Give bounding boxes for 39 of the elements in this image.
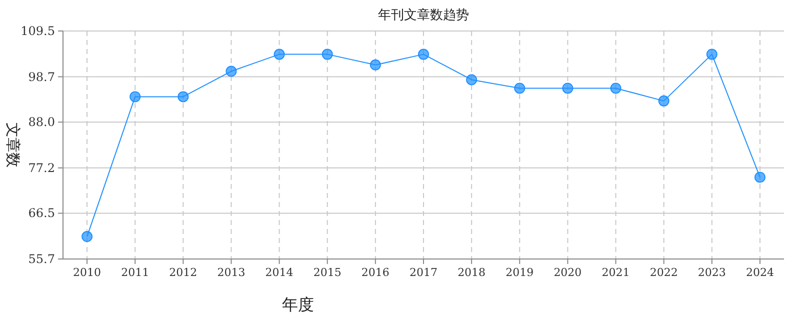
point: [754, 172, 766, 183]
y-tick-label: 55.7: [28, 252, 55, 266]
point: [658, 95, 670, 106]
point: [610, 82, 622, 94]
x-tick-label: 2016: [361, 266, 390, 279]
chart-title: 年刊文章数趋势: [378, 8, 469, 23]
point: [226, 66, 237, 77]
point: [370, 59, 381, 70]
y-tick-label: 98.7: [28, 70, 55, 84]
x-tick-label: 2021: [602, 266, 630, 279]
point: [706, 48, 718, 60]
x-tick-label: 2024: [746, 266, 774, 279]
point: [562, 82, 574, 94]
point: [466, 74, 478, 86]
y-axis-title: 文章数: [4, 122, 22, 168]
x-tick-label: 2020: [554, 266, 582, 279]
x-tick-label: 2019: [506, 266, 534, 279]
x-tick-label: 2011: [121, 266, 150, 279]
x-tick-label: 2013: [217, 266, 246, 279]
point: [514, 82, 526, 94]
x-tick-label: 2018: [458, 266, 486, 279]
y-tick-label: 109.5: [20, 24, 55, 38]
point: [322, 48, 333, 60]
x-tick-label: 2010: [73, 266, 102, 279]
x-tick-label: 2017: [410, 266, 438, 279]
x-tick-label: 2022: [650, 266, 678, 279]
x-tick-label: 2014: [265, 266, 294, 279]
point: [178, 91, 189, 102]
point: [418, 48, 429, 60]
x-tick-label: 2023: [698, 266, 726, 279]
x-tick-label: 2015: [313, 266, 342, 279]
x-axis-title: 年度: [282, 295, 314, 314]
y-tick-label: 88.0: [28, 115, 55, 130]
point: [274, 48, 285, 60]
x-tick-label: 2012: [169, 266, 198, 279]
y-tick-label: 66.5: [28, 206, 55, 220]
y-tick-label: 77.2: [28, 160, 55, 175]
point: [130, 91, 141, 102]
point: [82, 231, 93, 242]
